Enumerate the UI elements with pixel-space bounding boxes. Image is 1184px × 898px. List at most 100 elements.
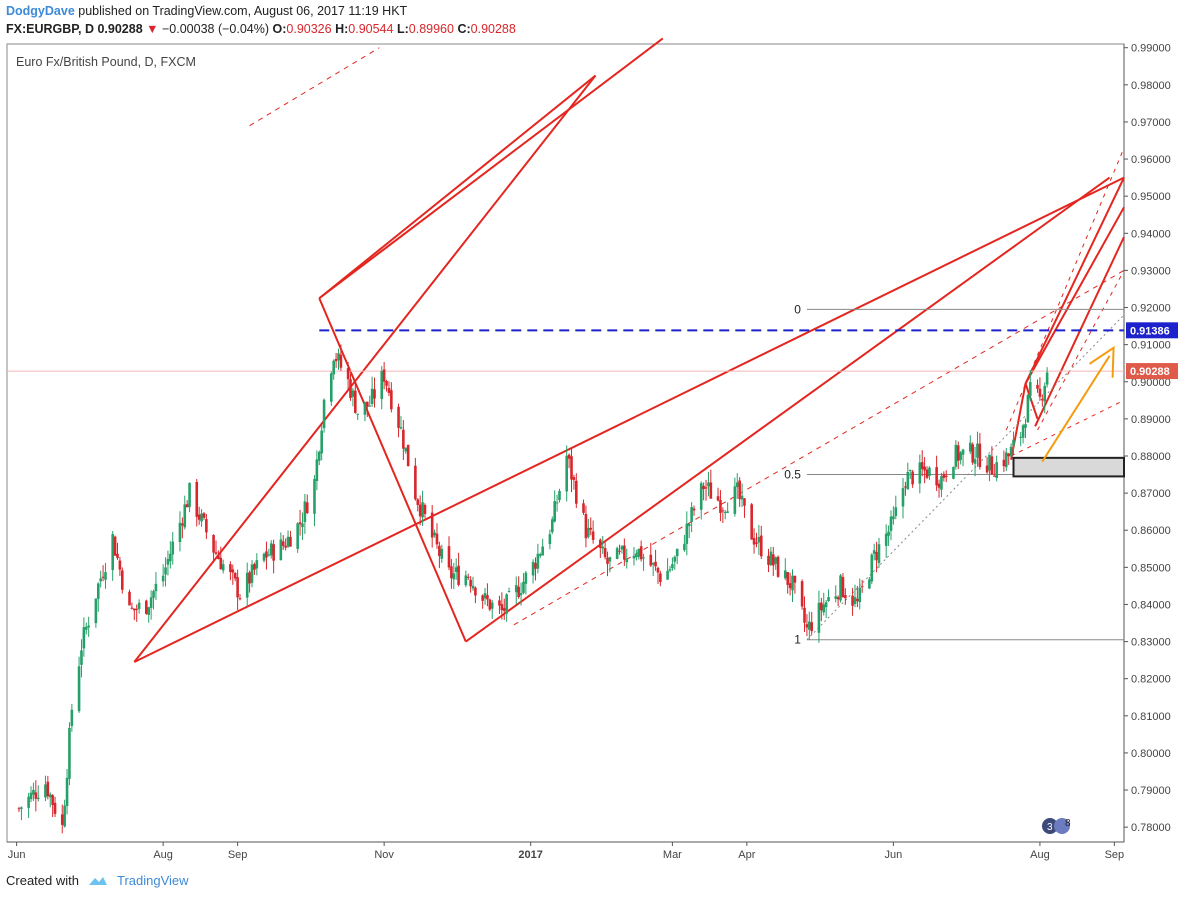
candle-body: [498, 600, 501, 606]
candle-body: [923, 466, 926, 471]
candle-body: [887, 531, 890, 536]
candle-body: [147, 607, 151, 615]
resistance-price-tag-box: [1126, 322, 1178, 339]
candle-body: [752, 538, 756, 545]
candle-body: [229, 564, 232, 572]
chart-title: Euro Fx/British Pound, D, FXCM: [16, 55, 196, 69]
candle-body: [296, 523, 299, 549]
candle-body: [454, 567, 458, 573]
candle-body: [666, 570, 669, 580]
candle-body: [452, 573, 456, 580]
candle-body: [894, 507, 898, 517]
candle-body: [988, 454, 991, 471]
candle-body: [154, 583, 158, 592]
candle-body: [841, 577, 845, 598]
candle-body: [687, 523, 691, 527]
x-tick-label: Nov: [374, 849, 394, 861]
y-tick-label: 0.84000: [1131, 599, 1171, 611]
candle-body: [892, 516, 895, 520]
support-zone: [1012, 456, 1126, 478]
candle-body: [673, 556, 677, 562]
y-tick-label: 0.87000: [1131, 488, 1171, 500]
candle-body: [575, 480, 578, 504]
candle-body: [17, 808, 21, 810]
candle-body: [284, 545, 287, 548]
candle-body: [1002, 459, 1006, 467]
candle-body: [423, 504, 427, 515]
candle-body: [805, 624, 809, 628]
candle-body: [582, 503, 585, 513]
candle-body: [219, 557, 223, 570]
candle-body: [875, 552, 878, 561]
x-tick-label: Jun: [8, 849, 26, 861]
x-tick-label: Aug: [1030, 849, 1050, 861]
candle-body: [615, 548, 619, 559]
candle-body: [421, 502, 424, 518]
y-tick-label: 0.96000: [1131, 154, 1171, 166]
candle-body: [171, 541, 175, 555]
candle-body: [65, 777, 69, 807]
candle-body: [354, 390, 357, 413]
candle-body: [250, 564, 254, 583]
candle-body: [450, 566, 453, 579]
candle-body: [464, 575, 468, 586]
candle-body: [99, 578, 102, 582]
candle-body: [935, 467, 938, 486]
candle-body: [46, 781, 50, 797]
author-name[interactable]: DodgyDave: [6, 4, 75, 18]
candle-body: [978, 443, 982, 468]
candle-body: [387, 388, 391, 393]
candle-body: [373, 389, 376, 399]
tradingview-brand-link[interactable]: TradingView: [116, 873, 189, 888]
candle-body: [870, 554, 874, 582]
candle-body: [884, 533, 888, 546]
candle-body: [145, 600, 148, 614]
y-tick-label: 0.91000: [1131, 340, 1171, 352]
candle-body: [620, 546, 624, 550]
candle-body: [517, 586, 520, 598]
candle-body: [178, 522, 182, 542]
candle-body: [774, 557, 777, 564]
candle-body: [298, 522, 302, 525]
y-axis: 0.99000 0.98000 0.97000 0.96000 0.95000 0.940…: [1124, 43, 1171, 834]
candle-body: [635, 554, 638, 558]
candle-body: [469, 579, 472, 587]
candle-body: [313, 479, 316, 514]
candle-body: [683, 543, 686, 551]
low-value: 0.89960: [408, 22, 454, 36]
x-axis: Jun Aug Sep Nov 2017 Mar Apr Jun Aug Sep: [8, 842, 1124, 861]
candle-body: [303, 501, 307, 523]
candle-body: [1041, 399, 1044, 401]
candle-body: [743, 498, 746, 506]
candle-body: [959, 452, 962, 460]
candle-body: [808, 621, 811, 630]
projection-arrow-head: [1089, 345, 1115, 378]
candle-body: [599, 539, 602, 548]
candle-body: [488, 599, 492, 610]
candle-body: [707, 482, 710, 487]
candle-body: [363, 401, 367, 415]
candle-body: [397, 406, 400, 428]
candle-body: [1036, 384, 1039, 389]
candle-body: [416, 499, 420, 505]
candle-body: [584, 514, 588, 539]
candle-body: [217, 555, 220, 559]
candle-body: [550, 519, 554, 533]
candle-body: [1009, 446, 1013, 457]
candle-body: [329, 373, 333, 402]
candle-body: [87, 625, 90, 628]
price-change: −0.00038 (−0.04%): [162, 22, 270, 36]
candle-body: [440, 548, 444, 559]
y-tick-label: 0.81000: [1131, 711, 1171, 723]
candle-body: [820, 602, 823, 611]
y-tick-label: 0.80000: [1131, 748, 1171, 760]
candle-body: [824, 602, 828, 608]
candle-body: [1012, 439, 1015, 446]
candle-body: [716, 496, 720, 501]
dividends-badge[interactable]: 3 8: [1042, 818, 1071, 834]
candle-body: [572, 477, 576, 480]
candle-body: [961, 449, 965, 455]
candle-body: [315, 459, 319, 482]
open-value: 0.90326: [286, 22, 332, 36]
